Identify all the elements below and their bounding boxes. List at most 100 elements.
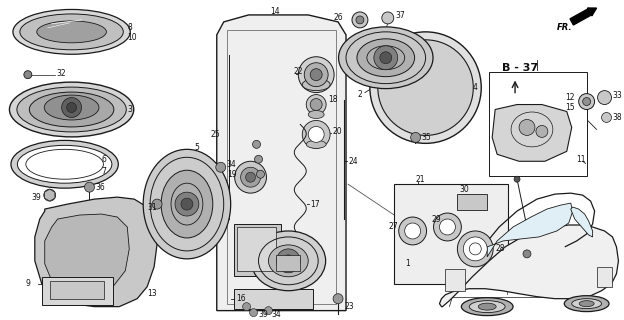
- Polygon shape: [571, 207, 593, 237]
- Ellipse shape: [37, 21, 106, 43]
- Ellipse shape: [13, 10, 130, 54]
- Text: 35: 35: [422, 133, 431, 142]
- Circle shape: [333, 294, 343, 304]
- Text: B - 37: B - 37: [502, 63, 539, 73]
- Text: 4: 4: [472, 83, 477, 92]
- Circle shape: [246, 172, 256, 182]
- Text: 21: 21: [416, 175, 425, 184]
- Bar: [50, 281, 104, 299]
- Ellipse shape: [378, 40, 473, 135]
- Text: 10: 10: [127, 33, 137, 42]
- Text: 31: 31: [147, 203, 157, 212]
- Circle shape: [283, 255, 295, 267]
- Text: 39: 39: [258, 310, 268, 319]
- Text: 3: 3: [127, 105, 132, 114]
- Text: 14: 14: [270, 7, 280, 16]
- Bar: [489, 72, 587, 176]
- Circle shape: [250, 308, 258, 316]
- Ellipse shape: [306, 140, 326, 148]
- Circle shape: [276, 249, 300, 273]
- Ellipse shape: [44, 95, 99, 120]
- Circle shape: [464, 237, 487, 261]
- Text: 16: 16: [236, 294, 246, 303]
- Bar: [457, 194, 487, 210]
- Bar: [42, 277, 114, 305]
- Circle shape: [235, 161, 266, 193]
- Text: 22: 22: [293, 67, 303, 76]
- Text: 9: 9: [26, 279, 31, 288]
- Bar: [233, 224, 281, 276]
- Text: 18: 18: [328, 95, 338, 104]
- Bar: [446, 269, 466, 291]
- Circle shape: [514, 176, 520, 182]
- Text: 26: 26: [333, 13, 343, 22]
- Circle shape: [382, 12, 394, 24]
- Circle shape: [181, 198, 193, 210]
- Text: 5: 5: [194, 143, 199, 152]
- Circle shape: [24, 71, 32, 79]
- Ellipse shape: [478, 303, 496, 310]
- Circle shape: [602, 113, 612, 123]
- Circle shape: [583, 98, 591, 106]
- Ellipse shape: [579, 301, 594, 307]
- Circle shape: [578, 93, 595, 109]
- Ellipse shape: [161, 170, 213, 238]
- Circle shape: [352, 12, 368, 28]
- Text: 2: 2: [358, 90, 363, 99]
- Text: 17: 17: [310, 200, 320, 209]
- Circle shape: [243, 303, 251, 311]
- Text: 34: 34: [271, 310, 281, 319]
- Circle shape: [67, 102, 77, 113]
- Circle shape: [374, 46, 397, 70]
- Circle shape: [310, 69, 322, 81]
- Text: 6: 6: [102, 155, 106, 164]
- Ellipse shape: [268, 245, 308, 277]
- Bar: [489, 72, 587, 176]
- Circle shape: [256, 170, 265, 178]
- Circle shape: [308, 126, 324, 142]
- Ellipse shape: [564, 296, 609, 312]
- Ellipse shape: [339, 27, 433, 89]
- Circle shape: [253, 140, 260, 148]
- Ellipse shape: [17, 145, 112, 183]
- Text: 7: 7: [102, 167, 106, 176]
- Circle shape: [305, 63, 328, 87]
- Circle shape: [405, 223, 421, 239]
- Polygon shape: [439, 225, 618, 307]
- FancyArrow shape: [570, 8, 597, 25]
- Text: 24: 24: [348, 157, 358, 166]
- Ellipse shape: [572, 299, 602, 308]
- Circle shape: [216, 162, 226, 172]
- Bar: [233, 289, 313, 308]
- Circle shape: [306, 95, 326, 115]
- Circle shape: [439, 219, 456, 235]
- Circle shape: [457, 231, 493, 267]
- Text: 29: 29: [432, 214, 441, 224]
- Text: 20: 20: [332, 127, 342, 136]
- Circle shape: [265, 307, 273, 315]
- Circle shape: [255, 155, 263, 163]
- Ellipse shape: [11, 140, 119, 188]
- Circle shape: [241, 167, 260, 187]
- Text: 8: 8: [127, 23, 132, 32]
- Text: 11: 11: [577, 155, 586, 164]
- Ellipse shape: [308, 110, 324, 118]
- Circle shape: [310, 99, 322, 110]
- Ellipse shape: [251, 231, 326, 291]
- Text: 27: 27: [388, 222, 397, 231]
- Circle shape: [44, 189, 56, 201]
- Bar: [276, 255, 300, 271]
- Circle shape: [536, 125, 548, 137]
- Ellipse shape: [29, 92, 114, 127]
- Text: 32: 32: [57, 69, 66, 78]
- Polygon shape: [45, 214, 129, 295]
- Polygon shape: [492, 105, 572, 161]
- Bar: [394, 184, 508, 284]
- Text: 19: 19: [227, 170, 236, 179]
- Bar: [236, 227, 276, 271]
- Ellipse shape: [20, 14, 124, 50]
- Polygon shape: [487, 203, 573, 257]
- Polygon shape: [35, 197, 157, 307]
- Circle shape: [175, 192, 199, 216]
- Circle shape: [84, 182, 94, 192]
